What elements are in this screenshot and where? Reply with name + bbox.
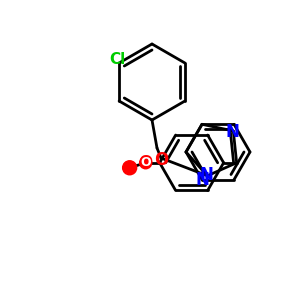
Text: O: O bbox=[139, 154, 153, 172]
Text: N: N bbox=[200, 166, 213, 184]
Text: O: O bbox=[140, 156, 151, 169]
Circle shape bbox=[123, 161, 136, 175]
Circle shape bbox=[140, 157, 152, 169]
Text: Cl: Cl bbox=[109, 52, 125, 68]
Text: N: N bbox=[195, 171, 209, 189]
Text: O: O bbox=[154, 151, 168, 169]
Text: N: N bbox=[225, 123, 239, 141]
